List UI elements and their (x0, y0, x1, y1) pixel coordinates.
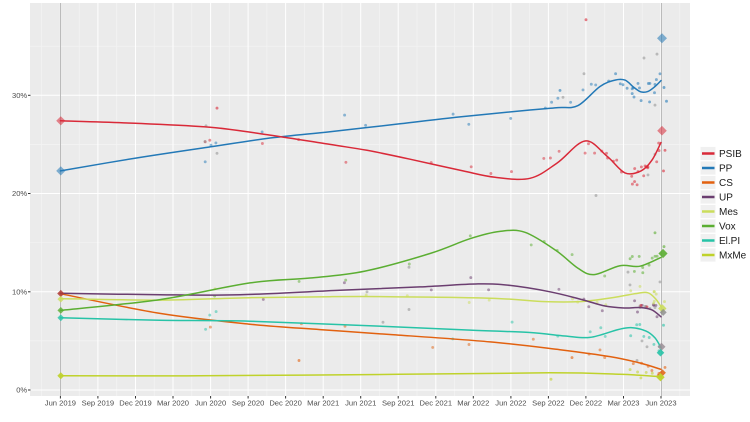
svg-text:Sep 2019: Sep 2019 (82, 399, 115, 408)
svg-text:UP: UP (719, 193, 733, 204)
svg-text:Mes: Mes (719, 207, 738, 218)
svg-text:20%: 20% (12, 189, 27, 198)
svg-text:Sep 2022: Sep 2022 (532, 399, 565, 408)
svg-text:Jun 2023: Jun 2023 (645, 399, 676, 408)
svg-text:Jun 2022: Jun 2022 (495, 399, 526, 408)
svg-text:Mar 2021: Mar 2021 (307, 399, 339, 408)
svg-text:Mar 2020: Mar 2020 (157, 399, 189, 408)
svg-text:Sep 2021: Sep 2021 (382, 399, 415, 408)
svg-text:El.PI: El.PI (719, 236, 740, 247)
svg-text:PP: PP (719, 164, 733, 175)
svg-text:CS: CS (719, 178, 733, 189)
svg-text:30%: 30% (12, 91, 27, 100)
svg-text:10%: 10% (12, 288, 27, 297)
svg-text:Sep 2020: Sep 2020 (232, 399, 265, 408)
svg-text:PSIB: PSIB (719, 149, 742, 160)
svg-text:Dec 2020: Dec 2020 (269, 399, 302, 408)
svg-text:MxMe: MxMe (719, 251, 747, 262)
svg-text:0%: 0% (16, 386, 27, 395)
svg-text:Vox: Vox (719, 222, 736, 233)
svg-text:Dec 2022: Dec 2022 (570, 399, 603, 408)
svg-text:Jun 2019: Jun 2019 (45, 399, 76, 408)
svg-text:Jun 2021: Jun 2021 (345, 399, 376, 408)
svg-text:Mar 2022: Mar 2022 (457, 399, 489, 408)
svg-text:Mar 2023: Mar 2023 (607, 399, 639, 408)
svg-text:Dec 2019: Dec 2019 (119, 399, 152, 408)
svg-text:Dec 2021: Dec 2021 (420, 399, 453, 408)
svg-text:Jun 2020: Jun 2020 (195, 399, 226, 408)
